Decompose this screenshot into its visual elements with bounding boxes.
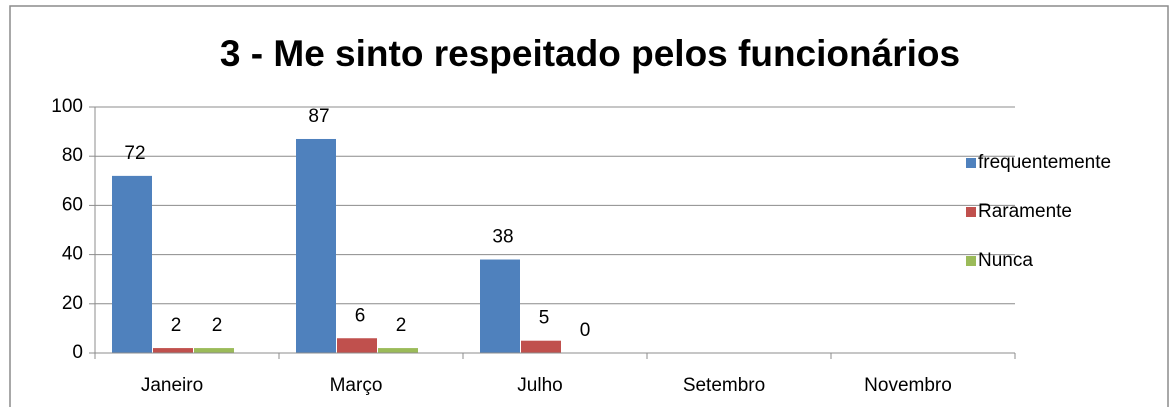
y-tick-label: 60 (62, 194, 83, 215)
x-tick-label: Março (330, 375, 383, 396)
chart-title: 3 - Me sinto respeitado pelos funcionári… (220, 33, 960, 74)
chart-border (9, 5, 1169, 407)
y-tick-label: 0 (72, 342, 83, 363)
data-label: 5 (539, 308, 550, 329)
bar (378, 348, 418, 353)
data-label: 2 (212, 315, 223, 336)
bar (194, 348, 234, 353)
data-label: 6 (355, 305, 366, 326)
legend-label: Nunca (978, 250, 1033, 271)
legend-swatch (966, 256, 976, 266)
bar (112, 175, 152, 353)
x-tick-label: Novembro (864, 375, 952, 396)
x-tick-label: Julho (517, 375, 562, 396)
bar (480, 259, 520, 353)
y-tick-label: 80 (62, 145, 83, 166)
data-label: 2 (396, 315, 407, 336)
bar (153, 348, 193, 353)
x-tick-label: Setembro (683, 375, 765, 396)
bar (296, 138, 336, 353)
x-tick-label: Janeiro (141, 375, 203, 396)
legend-swatch (966, 158, 976, 168)
bar (337, 338, 377, 353)
legend-swatch (966, 207, 976, 217)
data-label: 2 (171, 315, 182, 336)
y-tick-label: 20 (62, 293, 83, 314)
data-label: 87 (308, 106, 329, 127)
data-label: 38 (492, 227, 513, 248)
data-label: 72 (124, 143, 145, 164)
data-label: 0 (580, 320, 591, 341)
y-tick-label: 40 (62, 244, 83, 265)
legend-label: Raramente (978, 201, 1072, 222)
legend-label: frequentemente (978, 152, 1111, 173)
y-tick-label: 100 (51, 96, 83, 117)
bar (521, 340, 561, 353)
